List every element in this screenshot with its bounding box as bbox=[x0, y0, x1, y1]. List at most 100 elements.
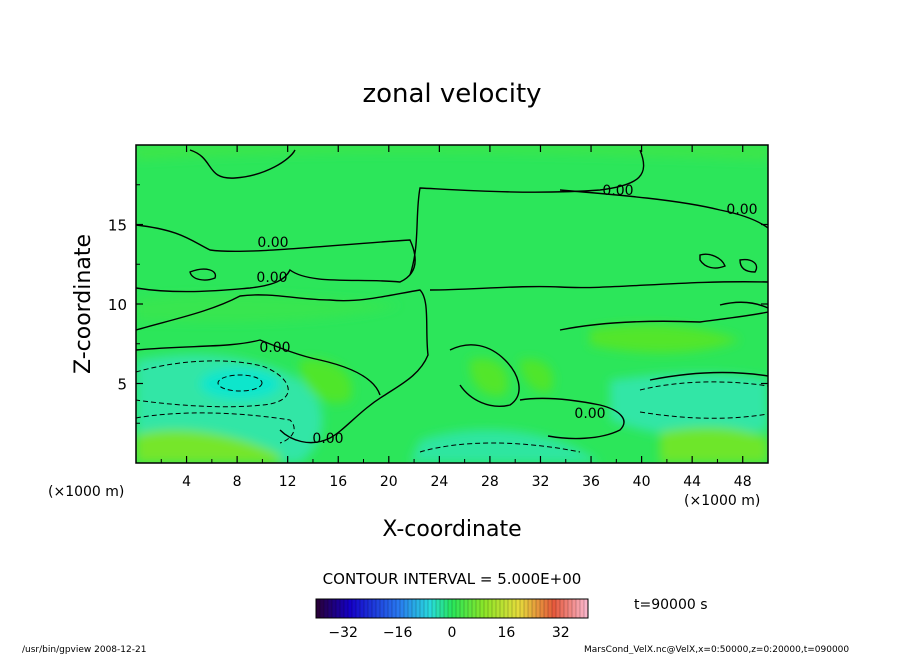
colorbar-cell bbox=[444, 599, 449, 618]
colorbar-cell bbox=[576, 599, 581, 618]
color-field bbox=[136, 145, 768, 463]
colorbar-cell bbox=[528, 599, 533, 618]
colorbar-cell bbox=[448, 599, 453, 618]
colorbar-cell bbox=[424, 599, 429, 618]
x-tick-label: 44 bbox=[683, 474, 701, 490]
colorbar-cell bbox=[512, 599, 517, 618]
contour-lines bbox=[136, 149, 768, 444]
colorbar-cell bbox=[360, 599, 365, 618]
contour-label: 0.00 bbox=[726, 202, 757, 218]
colorbar-cell bbox=[524, 599, 529, 618]
x-tick-label: 40 bbox=[633, 474, 651, 490]
colorbar-cell bbox=[472, 599, 477, 618]
colorbar-cell bbox=[552, 599, 557, 618]
y-tick-label: 15 bbox=[108, 217, 127, 235]
colorbar-cell bbox=[316, 599, 321, 618]
colorbar-cell bbox=[324, 599, 329, 618]
plot-area: 0.000.000.000.000.000.000.00 4 8 12 16 20 24 2… bbox=[108, 144, 769, 490]
colorbar-cell bbox=[416, 599, 421, 618]
x-tick-label: 48 bbox=[734, 474, 752, 490]
colorbar-tick-label: 32 bbox=[552, 625, 570, 641]
contour-label: 0.00 bbox=[312, 431, 343, 447]
colorbar-cell bbox=[584, 599, 589, 618]
x-tick-label: 36 bbox=[582, 474, 600, 490]
colorbar bbox=[315, 599, 589, 618]
colorbar-cell bbox=[384, 599, 389, 618]
colorbar-cell bbox=[468, 599, 473, 618]
colorbar-cell bbox=[372, 599, 377, 618]
footer-right: MarsCond_VelX.nc@VelX,x=0:50000,z=0:2000… bbox=[584, 645, 849, 654]
colorbar-ticks: −32 −16 0 16 32 bbox=[328, 625, 569, 641]
x-tick-label: 8 bbox=[233, 474, 242, 490]
negative-contours bbox=[136, 360, 768, 453]
y-tick-label: 10 bbox=[108, 296, 127, 314]
x-tick-label: 20 bbox=[380, 474, 398, 490]
chart-title: zonal velocity bbox=[362, 79, 541, 109]
colorbar-cell bbox=[520, 599, 525, 618]
x-tick-label: 4 bbox=[182, 474, 191, 490]
colorbar-cell bbox=[404, 599, 409, 618]
colorbar-cell bbox=[356, 599, 361, 618]
colorbar-cell bbox=[440, 599, 445, 618]
colorbar-cell bbox=[328, 599, 333, 618]
colorbar-cell bbox=[396, 599, 401, 618]
colorbar-cell bbox=[320, 599, 325, 618]
colorbar-cell bbox=[568, 599, 573, 618]
colorbar-cell bbox=[496, 599, 501, 618]
colorbar-cell bbox=[368, 599, 373, 618]
colorbar-cell bbox=[556, 599, 561, 618]
colorbar-tick-label: 16 bbox=[497, 625, 515, 641]
contour-label: 0.00 bbox=[259, 340, 290, 356]
contour-label: 0.00 bbox=[256, 270, 287, 286]
colorbar-cell bbox=[332, 599, 337, 618]
colorbar-frame bbox=[315, 598, 589, 619]
colorbar-tick-label: −32 bbox=[328, 625, 358, 641]
colorbar-cell bbox=[536, 599, 541, 618]
colorbar-cell bbox=[408, 599, 413, 618]
colorbar-cell bbox=[412, 599, 417, 618]
colorbar-cell bbox=[348, 599, 353, 618]
colorbar-tick-label: −16 bbox=[383, 625, 413, 641]
colorbar-cell bbox=[540, 599, 545, 618]
colorbar-cell bbox=[432, 599, 437, 618]
colorbar-cell bbox=[548, 599, 553, 618]
colorbar-cell bbox=[508, 599, 513, 618]
time-label: t=90000 s bbox=[634, 597, 708, 613]
y-axis-ticks: 5 10 15 bbox=[108, 184, 768, 424]
colorbar-cell bbox=[344, 599, 349, 618]
colorbar-cell bbox=[340, 599, 345, 618]
x-axis-ticks: 4 8 12 16 20 24 28 32 36 40 44 48 bbox=[160, 145, 752, 490]
colorbar-cell bbox=[400, 599, 405, 618]
colorbar-tick-label: 0 bbox=[448, 625, 457, 641]
colorbar-cell bbox=[452, 599, 457, 618]
colorbar-cell bbox=[336, 599, 341, 618]
colorbar-cell bbox=[380, 599, 385, 618]
x-tick-label: 32 bbox=[532, 474, 550, 490]
colorbar-cell bbox=[476, 599, 481, 618]
colorbar-cell bbox=[560, 599, 565, 618]
colorbar-cell bbox=[580, 599, 585, 618]
x-unit-left: (×1000 m) bbox=[48, 484, 124, 500]
x-tick-label: 16 bbox=[329, 474, 347, 490]
y-tick-label: 5 bbox=[117, 376, 127, 394]
x-tick-label: 24 bbox=[430, 474, 448, 490]
colorbar-cell bbox=[532, 599, 537, 618]
x-tick-label: 28 bbox=[481, 474, 499, 490]
contour-interval: CONTOUR INTERVAL = 5.000E+00 bbox=[323, 570, 582, 588]
colorbar-cell bbox=[572, 599, 577, 618]
x-unit-right: (×1000 m) bbox=[684, 493, 760, 509]
colorbar-cell bbox=[436, 599, 441, 618]
colorbar-cell bbox=[388, 599, 393, 618]
colorbar-cell bbox=[504, 599, 509, 618]
colorbar-cell bbox=[364, 599, 369, 618]
colorbar-cell bbox=[480, 599, 485, 618]
colorbar-cell bbox=[352, 599, 357, 618]
colorbar-cell bbox=[456, 599, 461, 618]
colorbar-cell bbox=[492, 599, 497, 618]
colorbar-cell bbox=[488, 599, 493, 618]
contour-labels: 0.00 0.00 0.00 0.00 0.00 0.00 0.00 bbox=[256, 183, 757, 447]
colorbar-cell bbox=[544, 599, 549, 618]
footer-left: /usr/bin/gpview 2008-12-21 bbox=[22, 645, 146, 654]
contour-label: 0.00 bbox=[574, 406, 605, 422]
